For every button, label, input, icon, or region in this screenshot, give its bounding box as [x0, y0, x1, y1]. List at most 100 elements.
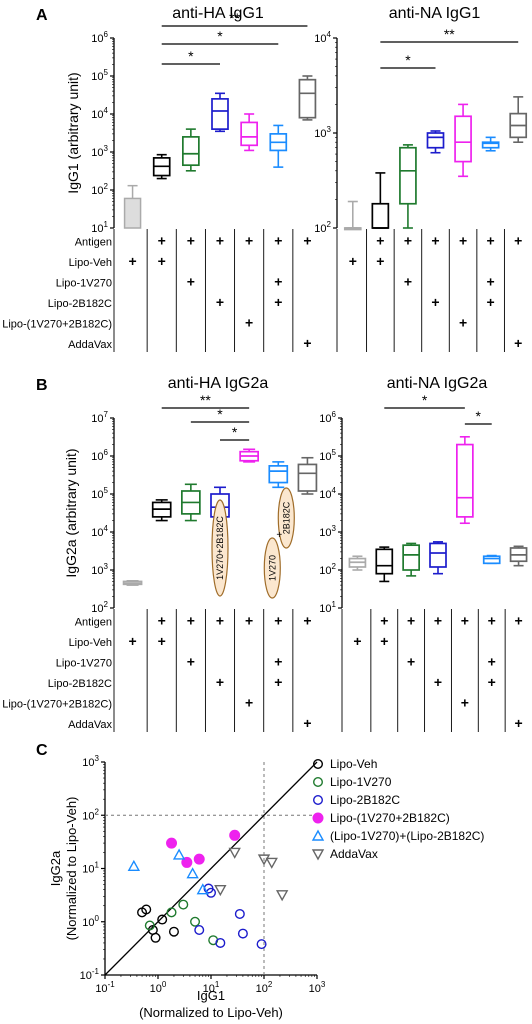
y-tick-label: 103	[82, 754, 99, 769]
legend-label: AddaVax	[330, 847, 378, 861]
legend-marker	[313, 777, 324, 788]
treatment-plus-3-5: +	[488, 674, 496, 690]
box-iqr	[298, 78, 317, 119]
y-tick-label: 102	[82, 807, 99, 822]
treatment-plus-0-1: +	[376, 233, 384, 249]
treatment-row-label: Antigen	[75, 237, 112, 249]
treatment-plus-0-5: +	[274, 233, 282, 249]
treatment-plus-3-5: +	[487, 294, 495, 310]
x-tick-label: 102	[256, 980, 273, 995]
treatment-row-label: Lipo-1V270	[56, 658, 112, 670]
scatter-point	[166, 907, 177, 918]
treatment-plus-1-0: +	[353, 633, 361, 649]
box-iqr	[297, 463, 318, 492]
scatter-point	[178, 899, 189, 910]
treatment-plus-1-0: +	[128, 633, 136, 649]
significance-label: *	[405, 52, 411, 68]
legend-label: Lipo-(1V270+2B182C)	[330, 811, 450, 825]
annotation-oval-label: 2B182C	[281, 501, 291, 534]
box-6	[509, 96, 528, 144]
treatment-table-a: Antigen Lipo-Veh Lipo-1V270 Lipo-2B182C Lipo…	[2, 229, 522, 352]
annotation-oval	[211, 499, 229, 597]
x-tick-label: 10-1	[95, 980, 115, 995]
treatment-plus-0-3: +	[216, 613, 224, 629]
x-tick-label: 100	[150, 980, 167, 995]
treatment-row-label: Lipo-Veh	[69, 637, 112, 649]
scatter-point	[237, 928, 248, 939]
box-1	[375, 546, 394, 583]
box-3	[211, 92, 229, 133]
legend-marker	[311, 849, 325, 861]
y-tick-label: 106	[91, 30, 108, 45]
annotation-oval-label: 1V270	[267, 555, 277, 581]
y-tick-label: 102	[91, 182, 108, 197]
treatment-plus-0-6: +	[303, 233, 311, 249]
scatter-point	[181, 856, 193, 868]
y-tick-label: 101	[319, 600, 336, 615]
significance-label: **	[200, 392, 211, 408]
box-5	[268, 461, 289, 489]
treatment-plus-0-6: +	[514, 613, 522, 629]
x-axis-label-2: (Normalized to Lipo-Veh)	[139, 1005, 283, 1020]
panel-title: anti-NA IgG2a	[387, 375, 488, 392]
treatment-plus-0-2: +	[187, 613, 195, 629]
treatment-plus-2-2: +	[187, 274, 195, 290]
scatter-point	[168, 926, 179, 937]
treatment-plus-3-5: +	[274, 294, 282, 310]
y-axis-label: IgG2a	[48, 850, 63, 886]
treatment-plus-1-0: +	[128, 253, 136, 269]
box-0	[122, 579, 143, 586]
box-2	[402, 542, 420, 577]
treatment-plus-0-1: +	[158, 233, 166, 249]
box-4	[456, 436, 474, 525]
legend-label: Lipo-2B182C	[330, 793, 400, 807]
y-tick-label: 102	[91, 600, 108, 615]
treatment-plus-1-0: +	[349, 253, 357, 269]
treatment-plus-5-6: +	[514, 715, 522, 731]
scatter-point	[166, 837, 178, 849]
significance-label: **	[444, 26, 455, 42]
box-6	[298, 75, 317, 121]
y-tick-label: 106	[319, 410, 336, 425]
box-3	[429, 541, 447, 575]
scatter-point	[196, 883, 209, 895]
treatment-plus-4-4: +	[461, 695, 469, 711]
treatment-plus-1-1: +	[380, 633, 388, 649]
treatment-plus-0-1: +	[158, 613, 166, 629]
box-2	[399, 144, 417, 229]
box-iqr	[429, 542, 447, 568]
panel-title: anti-NA IgG1	[389, 5, 481, 22]
treatment-plus-1-1: +	[158, 633, 166, 649]
box-iqr	[182, 136, 200, 167]
treatment-plus-0-5: +	[488, 613, 496, 629]
box-iqr	[268, 465, 289, 484]
box-1	[151, 499, 172, 522]
box-0	[343, 200, 362, 231]
significance-label: *	[188, 48, 194, 64]
treatment-plus-0-6: +	[514, 233, 522, 249]
treatment-plus-1-1: +	[376, 253, 384, 269]
scatter-point	[265, 857, 278, 869]
scatter-point	[194, 924, 205, 935]
y-tick-label: 105	[319, 448, 336, 463]
y-axis-label-2: (Normalized to Lipo-Veh)	[64, 797, 79, 941]
panel-letter-c: C	[36, 742, 48, 759]
series-0	[137, 904, 179, 943]
box-iqr	[426, 132, 445, 149]
y-tick-label: 104	[314, 30, 331, 45]
series-1	[144, 899, 219, 946]
treatment-plus-3-3: +	[216, 674, 224, 690]
significance-label: *	[217, 28, 223, 44]
y-tick-label: 103	[319, 524, 336, 539]
annotation-oval-label: 1V270+2B182C	[215, 516, 225, 580]
treatment-plus-5-6: +	[303, 335, 311, 351]
box-5	[269, 124, 288, 168]
treatment-plus-2-5: +	[487, 274, 495, 290]
legend-label: Lipo-1V270	[330, 775, 392, 789]
significance-label: *	[217, 406, 223, 422]
treatment-row-label: AddaVax	[68, 719, 112, 731]
treatment-plus-3-5: +	[274, 674, 282, 690]
treatment-plus-2-2: +	[187, 654, 195, 670]
scatter-point	[141, 904, 152, 915]
